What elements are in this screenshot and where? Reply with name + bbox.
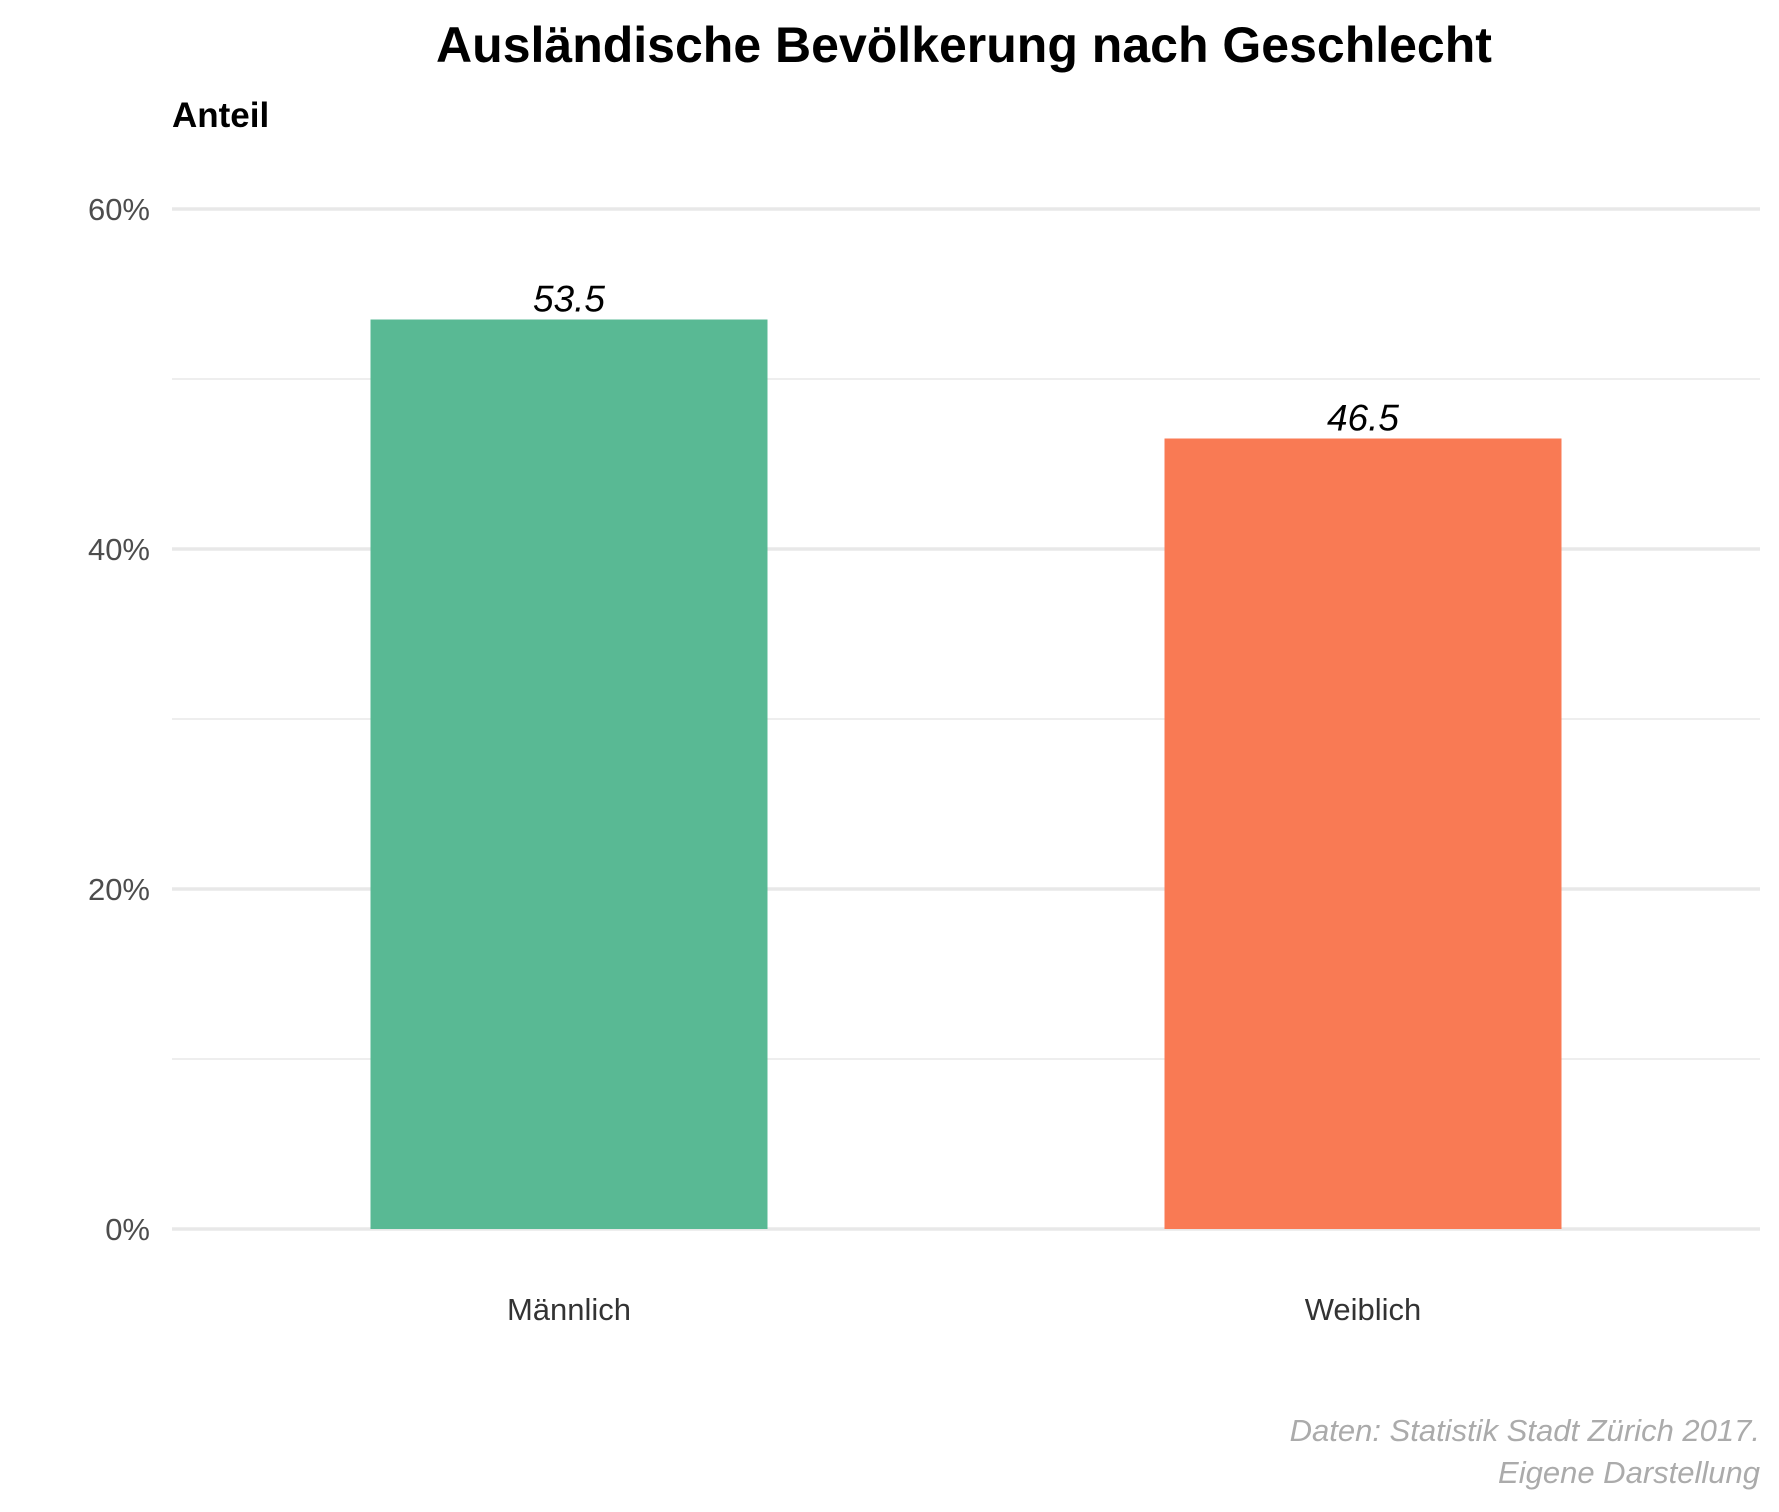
caption-line-2: Eigene Darstellung — [1498, 1455, 1760, 1490]
y-tick-label: 20% — [88, 872, 150, 907]
x-axis-ticks: Männlich Weiblich — [507, 1292, 1421, 1327]
y-axis-label: Anteil — [172, 96, 269, 135]
x-tick-label: Männlich — [507, 1292, 631, 1327]
bars — [370, 319, 1562, 1229]
data-label: 46.5 — [1327, 398, 1399, 439]
data-label: 53.5 — [533, 279, 605, 320]
chart-title: Ausländische Bevölkerung nach Geschlecht — [436, 17, 1492, 73]
x-tick-label: Weiblich — [1305, 1292, 1422, 1327]
bar-männlich — [370, 319, 768, 1229]
y-tick-label: 60% — [88, 192, 150, 227]
y-tick-label: 0% — [105, 1212, 150, 1247]
bar-weiblich — [1164, 438, 1562, 1229]
y-tick-label: 40% — [88, 532, 150, 567]
caption-line-1: Daten: Statistik Stadt Zürich 2017. — [1290, 1413, 1760, 1448]
y-axis-ticks: 0% 20% 40% 60% — [88, 192, 150, 1247]
data-labels: 53.5 46.5 — [533, 279, 1399, 439]
